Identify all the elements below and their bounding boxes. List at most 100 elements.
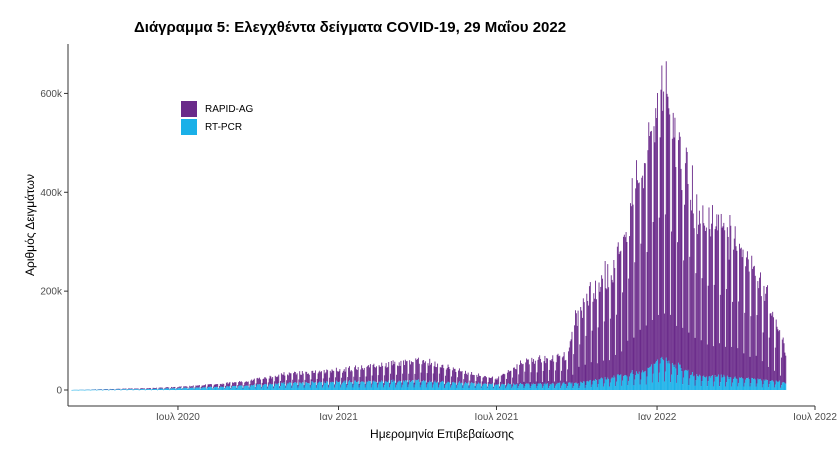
bar-rt-pcr [423,380,425,390]
bar-rapid-ag [397,366,399,382]
bar-rt-pcr [379,382,381,390]
bar-rapid-ag [471,372,473,383]
bar-rt-pcr [120,389,122,391]
bar-rt-pcr [724,376,726,390]
bar-rt-pcr [327,381,329,390]
bar-rt-pcr [408,384,410,390]
bar-rt-pcr [185,387,187,390]
bar-rapid-ag [347,377,349,386]
bar-rapid-ag [572,374,574,389]
bar-rt-pcr [354,380,356,390]
bar-rt-pcr [440,382,442,390]
bar-rt-pcr [616,374,618,390]
bar-rt-pcr [179,388,181,390]
bar-rapid-ag [613,260,615,376]
bar-rt-pcr [557,382,559,390]
bar-rt-pcr [414,384,416,390]
x-tick-label: Ιουλ 2020 [156,412,200,423]
bar-rapid-ag [503,373,505,385]
bar-rt-pcr [368,380,370,390]
bar-rt-pcr [457,385,459,390]
bar-rt-pcr [355,382,357,390]
bar-rapid-ag [759,277,761,380]
bar-rapid-ag [520,363,522,385]
bar-rapid-ag [587,301,589,381]
bar-rapid-ag [371,375,373,385]
bar-rt-pcr [733,377,735,390]
bar-rt-pcr [215,386,217,390]
bar-rapid-ag [733,238,735,378]
bar-rt-pcr [444,387,446,390]
bar-rapid-ag [143,388,144,390]
bar-rt-pcr [347,385,349,390]
legend-swatch-rt-pcr [181,119,197,135]
bar-rt-pcr [534,384,536,390]
bar-rapid-ag [650,131,651,367]
bar-rt-pcr [780,385,782,390]
bar-rapid-ag [390,361,392,381]
bar-rt-pcr [95,389,97,391]
bar-rt-pcr [396,382,398,390]
bar-rapid-ag [479,375,480,384]
bar-rapid-ag [335,377,336,385]
bar-rt-pcr [84,389,86,391]
bar-rt-pcr [265,383,267,390]
bar-rapid-ag [539,355,541,384]
bar-rt-pcr [458,382,459,390]
bar-rapid-ag [314,370,316,383]
bar-rapid-ag [282,374,284,384]
bar-rapid-ag [232,382,234,387]
legend-label-rapid-ag: RAPID-AG [205,104,254,115]
bar-rapid-ag [148,388,150,390]
bar-rapid-ag [565,359,567,385]
bar-rt-pcr [674,364,676,390]
bar-rt-pcr [732,382,733,390]
bar-rt-pcr [650,366,651,390]
bar-rapid-ag [246,381,247,386]
bar-rt-pcr [564,383,566,390]
bar-rapid-ag [616,246,618,375]
bar-rapid-ag [631,178,633,371]
bar-rapid-ag [408,373,410,385]
bar-rt-pcr [86,389,88,391]
bar-rapid-ag [749,356,751,387]
bar-rapid-ag [496,379,498,385]
bar-rt-pcr [343,380,345,390]
bar-rt-pcr [454,382,456,390]
bar-rt-pcr [784,383,786,390]
bar-rapid-ag [615,354,617,387]
bar-rt-pcr [722,376,724,390]
bar-rt-pcr [217,387,219,390]
bar-rt-pcr [785,383,787,390]
bar-rt-pcr [159,388,161,390]
bar-rt-pcr [477,384,479,390]
bar-rapid-ag [764,300,766,381]
bar-rt-pcr [597,384,599,390]
bar-rapid-ag [415,358,417,380]
bar-rapid-ag [365,376,367,385]
bar-rt-pcr [227,386,229,390]
bar-rt-pcr [716,376,718,390]
bar-rapid-ag [234,382,236,387]
bar-rt-pcr [362,381,364,390]
bar-rapid-ag [307,373,309,384]
bar-rt-pcr [189,387,191,390]
bar-rt-pcr [611,377,613,390]
bar-rapid-ag [607,264,609,378]
bar-rapid-ag [259,377,261,385]
bar-rt-pcr [324,383,326,390]
bar-rapid-ag [239,381,241,386]
bar-rapid-ag [123,388,125,390]
bar-rapid-ag [473,375,475,384]
bar-rt-pcr [259,384,261,390]
bar-rapid-ag [216,384,218,387]
bar-rt-pcr [581,383,583,390]
bar-rapid-ag [691,210,692,375]
bar-rt-pcr [658,372,660,390]
bar-rapid-ag [168,387,170,389]
bar-rapid-ag [658,217,660,373]
bar-rt-pcr [150,389,151,390]
bar-rapid-ag [125,388,127,390]
bar-rt-pcr [163,389,165,391]
bar-rt-pcr [744,382,746,390]
